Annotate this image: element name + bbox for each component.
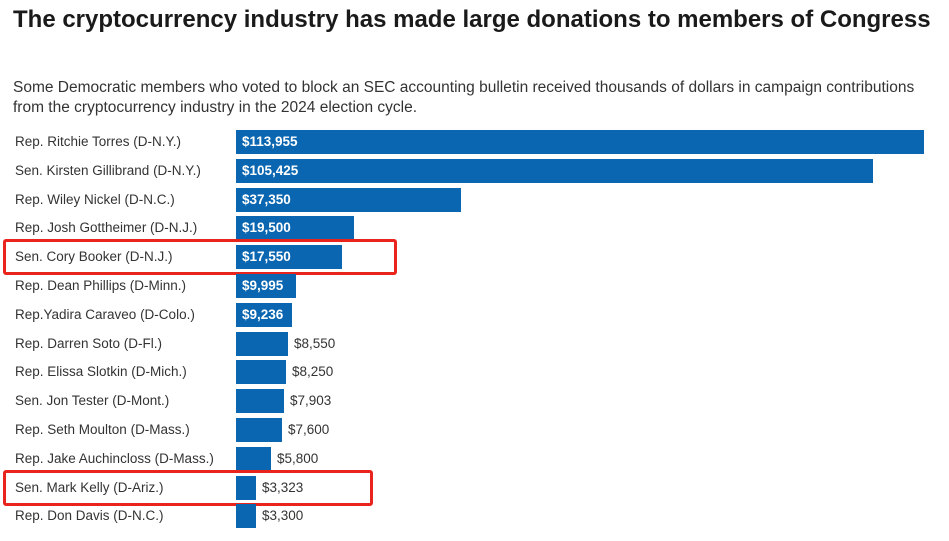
- value-label: $7,600: [288, 422, 330, 437]
- value-label: $9,995: [242, 278, 284, 293]
- bar-row: Rep. Seth Moulton (D-Mass.) $7,600: [0, 416, 949, 444]
- bar: [236, 418, 282, 442]
- category-label: Rep. Darren Soto (D-Fl.): [15, 335, 163, 351]
- bar: [236, 360, 286, 385]
- highlight-box: [3, 239, 397, 276]
- bar: [236, 302, 292, 327]
- category-label: Sen. Kirsten Gillibrand (D-N.Y.): [15, 162, 201, 178]
- bar-row: Rep. Don Davis (D-N.C.) $3,300: [0, 502, 949, 530]
- category-label: Rep. Seth Moulton (D-Mass.): [15, 422, 190, 437]
- value-label: $9,236: [242, 306, 284, 322]
- category-label: Rep. Ritchie Torres (D-N.Y.): [15, 134, 182, 149]
- category-label: Sen. Mark Kelly (D-Ariz.): [15, 479, 164, 495]
- chart-title: The cryptocurrency industry has made lar…: [13, 6, 931, 33]
- category-label: Rep. Wiley Nickel (D-N.C.): [15, 191, 175, 207]
- value-label: $105,425: [242, 162, 299, 178]
- bar-chart: Rep. Ritchie Torres (D-N.Y.) $113,955 Sen.…: [0, 128, 949, 538]
- bar: [236, 274, 296, 298]
- category-label: Rep. Josh Gottheimer (D-N.J.): [15, 220, 198, 236]
- highlight-box: [3, 469, 373, 506]
- bar-row: Rep. Ritchie Torres (D-N.Y.) $113,955: [0, 128, 949, 156]
- bar: [236, 216, 354, 241]
- category-label: Sen. Cory Booker (D-N.J.): [15, 249, 173, 265]
- category-label: Rep.Yadira Caraveo (D-Colo.): [15, 306, 195, 322]
- bar-row: Rep.Yadira Caraveo (D-Colo.) $9,236: [0, 301, 949, 329]
- bar-row: Rep. Darren Soto (D-Fl.) $8,550: [0, 330, 949, 358]
- bar: [236, 158, 873, 183]
- bar: [236, 130, 924, 154]
- value-label: $8,550: [294, 335, 336, 351]
- category-label: Rep. Dean Phillips (D-Minn.): [15, 278, 187, 293]
- category-label: Rep. Elissa Slotkin (D-Mich.): [15, 364, 187, 380]
- bar-row: Sen. Kirsten Gillibrand (D-N.Y.) $105,425: [0, 157, 949, 185]
- value-label: $17,550: [242, 249, 291, 265]
- value-label: $113,955: [242, 134, 298, 149]
- value-label: $3,323: [262, 479, 304, 495]
- category-label: Sen. Jon Tester (D-Mont.): [15, 393, 170, 409]
- category-label: Rep. Don Davis (D-N.C.): [15, 508, 164, 524]
- value-label: $7,903: [290, 393, 332, 409]
- bar-row: Sen. Mark Kelly (D-Ariz.) $3,323: [0, 474, 949, 502]
- bar-row: Rep. Wiley Nickel (D-N.C.) $37,350: [0, 186, 949, 214]
- bar-row: Rep. Elissa Slotkin (D-Mich.) $8,250: [0, 358, 949, 386]
- bar: [236, 446, 271, 471]
- value-label: $37,350: [242, 191, 291, 207]
- bar: [236, 331, 288, 356]
- value-label: $8,250: [292, 364, 334, 380]
- value-label: $3,300: [262, 508, 304, 524]
- bar: [236, 187, 461, 212]
- bar: [236, 389, 284, 414]
- chart-subtitle: Some Democratic members who voted to blo…: [13, 79, 915, 116]
- bar: [236, 504, 256, 529]
- value-label: $5,800: [277, 450, 319, 466]
- bar-row: Sen. Cory Booker (D-N.J.) $17,550: [0, 243, 949, 271]
- bar: [236, 245, 342, 270]
- value-label: $19,500: [242, 220, 291, 236]
- bar: [236, 475, 256, 500]
- bar-row: Rep. Josh Gottheimer (D-N.J.) $19,500: [0, 214, 949, 242]
- bar-row: Rep. Dean Phillips (D-Minn.) $9,995: [0, 272, 949, 300]
- bar-row: Sen. Jon Tester (D-Mont.) $7,903: [0, 387, 949, 415]
- bar-row: Rep. Jake Auchincloss (D-Mass.) $5,800: [0, 445, 949, 473]
- category-label: Rep. Jake Auchincloss (D-Mass.): [15, 450, 214, 466]
